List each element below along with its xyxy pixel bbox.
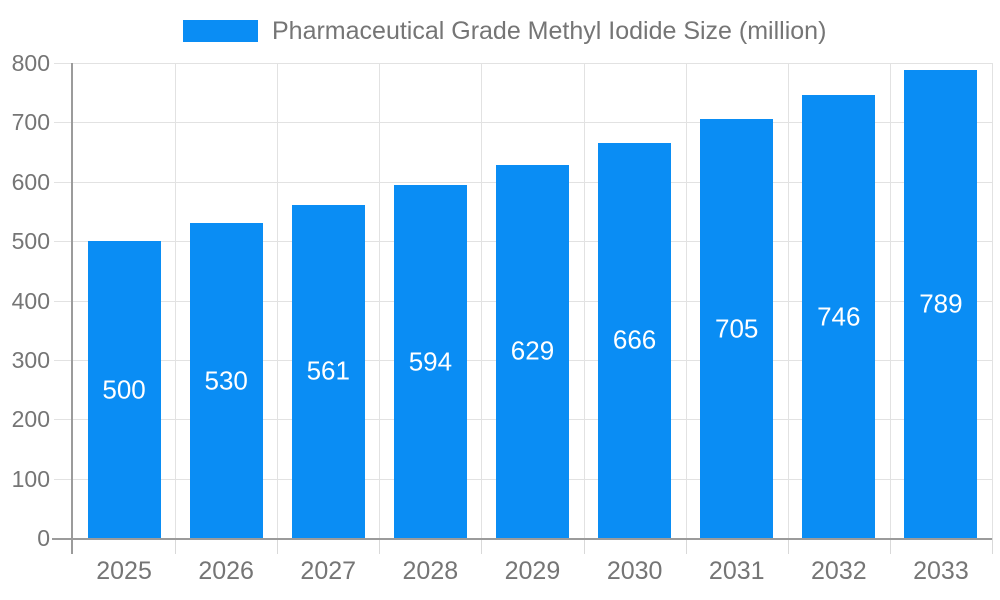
bar-2031[interactable]: 705 <box>700 119 774 538</box>
bar-2027[interactable]: 561 <box>291 204 365 538</box>
x-axis-tick-label: 2031 <box>708 557 765 585</box>
bar-value-label: 594 <box>408 346 453 377</box>
bar-2025[interactable]: 500 <box>87 241 161 538</box>
gridline-vertical <box>686 63 687 538</box>
x-axis-tick <box>788 538 789 554</box>
bar-value-label: 500 <box>102 374 146 405</box>
bar-2028[interactable]: 594 <box>393 185 467 538</box>
gridline-vertical <box>379 63 380 538</box>
x-axis-tick <box>277 538 278 554</box>
legend-label[interactable]: Pharmaceutical Grade Methyl Iodide Size … <box>272 17 827 45</box>
bar-value-label: 530 <box>204 365 248 396</box>
bar-2032[interactable]: 746 <box>802 95 876 538</box>
bar-value-label: 629 <box>510 335 555 366</box>
y-axis-tick-label: 0 <box>37 525 50 551</box>
y-axis-tick-label: 800 <box>11 50 50 76</box>
y-axis-tick-label: 100 <box>11 466 50 492</box>
chart-legend: Pharmaceutical Grade Methyl Iodide Size … <box>0 0 1000 52</box>
bar-2029[interactable]: 629 <box>496 164 569 538</box>
y-axis-tick-label: 600 <box>11 169 50 195</box>
gridline-vertical <box>584 63 585 538</box>
bar-value-label: 746 <box>817 301 861 332</box>
gridline-vertical <box>175 63 176 538</box>
x-axis-tick-label: 2027 <box>300 557 357 585</box>
legend-swatch[interactable] <box>183 20 258 42</box>
x-axis-line <box>52 538 992 540</box>
x-axis-tick <box>686 538 687 554</box>
x-axis-tick-label: 2033 <box>913 557 969 585</box>
bar-value-label: 705 <box>714 313 759 344</box>
y-axis-tick-label: 500 <box>11 228 50 254</box>
x-axis-tick-label: 2029 <box>504 557 561 585</box>
bar-value-label: 561 <box>306 355 350 386</box>
x-axis-tick <box>992 538 993 554</box>
bar-value-label: 789 <box>919 288 963 319</box>
x-axis-tick <box>379 538 380 554</box>
x-axis-tick <box>481 538 482 554</box>
gridline-vertical <box>277 63 278 538</box>
gridline-horizontal <box>54 122 992 123</box>
x-axis-tick-label: 2030 <box>606 557 663 585</box>
bar-2026[interactable]: 530 <box>189 223 263 538</box>
y-axis-tick-label: 700 <box>11 109 50 135</box>
y-axis-tick-label: 200 <box>11 406 50 432</box>
y-axis-tick-label: 400 <box>11 288 50 314</box>
bar-2030[interactable]: 666 <box>598 142 672 538</box>
bar-value-label: 666 <box>612 324 657 355</box>
gridline-vertical <box>788 63 789 538</box>
gridline-vertical <box>481 63 482 538</box>
y-axis-tick-label: 300 <box>11 347 50 373</box>
bar-2033[interactable]: 789 <box>904 69 978 538</box>
gridline-vertical <box>992 63 993 538</box>
x-axis-tick <box>584 538 585 554</box>
y-axis-line <box>71 63 73 554</box>
x-axis-tick-label: 2025 <box>96 557 152 585</box>
gridline-vertical <box>890 63 891 538</box>
x-axis-tick-label: 2032 <box>811 557 867 585</box>
x-axis-tick <box>175 538 176 554</box>
x-axis-tick <box>890 538 891 554</box>
x-axis-tick-label: 2028 <box>402 557 459 585</box>
x-axis-tick-label: 2026 <box>198 557 254 585</box>
gridline-horizontal <box>54 63 992 64</box>
